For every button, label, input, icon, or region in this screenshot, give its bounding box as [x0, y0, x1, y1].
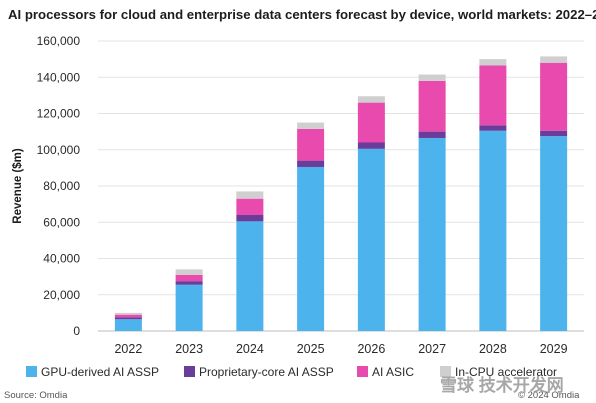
bars — [114, 56, 568, 331]
bar-segment — [357, 148, 385, 331]
x-tick-label: 2025 — [297, 342, 325, 356]
y-tick-label: 160,000 — [37, 34, 81, 48]
y-axis-ticks: 0 20,000 40,000 60,000 80,000 100,000 120,000 1… — [37, 34, 81, 338]
bar-segment — [479, 130, 507, 331]
y-tick-label: 0 — [73, 324, 80, 338]
bar-segment — [418, 74, 446, 81]
copyright-note: © 2024 Omdia — [518, 390, 580, 401]
x-tick-label: 2022 — [114, 342, 142, 356]
bar-segment — [357, 102, 385, 143]
chart-title: AI processors for cloud and enterprise d… — [8, 7, 596, 22]
legend-label: Proprietary-core AI ASSP — [199, 365, 334, 379]
y-tick-label: 20,000 — [43, 288, 80, 302]
bar-segment — [418, 137, 446, 331]
y-tick-label: 140,000 — [37, 70, 81, 84]
bar-segment — [357, 96, 385, 103]
x-tick-label: 2027 — [418, 342, 446, 356]
bar-segment — [540, 56, 568, 63]
bar-segment — [297, 160, 325, 167]
x-tick-label: 2029 — [540, 342, 568, 356]
bar-segment — [540, 62, 568, 131]
x-tick-label: 2028 — [479, 342, 507, 356]
x-tick-label: 2026 — [357, 342, 385, 356]
bar-segment — [540, 130, 568, 137]
y-tick-label: 60,000 — [43, 215, 80, 229]
bar-segment — [175, 274, 203, 282]
x-tick-label: 2023 — [175, 342, 203, 356]
legend-swatch — [357, 366, 368, 377]
legend-label: AI ASIC — [372, 365, 414, 379]
y-tick-label: 120,000 — [37, 107, 81, 121]
y-axis-label: Revenue ($m) — [12, 148, 24, 224]
y-tick-label: 100,000 — [37, 143, 81, 157]
bar-segment — [418, 80, 446, 132]
legend: GPU-derived AI ASSP Proprietary-core AI A… — [26, 365, 557, 379]
bar-segment — [114, 317, 142, 320]
legend-swatch — [26, 366, 37, 377]
bar-segment — [175, 269, 203, 275]
x-axis-ticks: 2022 2023 2024 2025 2026 2027 2028 2029 — [114, 342, 567, 356]
bar-segment — [540, 136, 568, 331]
y-tick-label: 80,000 — [43, 179, 80, 193]
bar-segment — [418, 131, 446, 138]
bar-segment — [175, 284, 203, 331]
legend-label: GPU-derived AI ASSP — [41, 365, 159, 379]
bar-segment — [297, 122, 325, 129]
bar-segment — [479, 59, 507, 66]
bar-segment — [479, 125, 507, 131]
bar-segment — [236, 198, 264, 215]
gridlines — [98, 40, 584, 332]
bar-segment — [114, 312, 142, 315]
legend-swatch — [440, 366, 451, 377]
bar-segment — [236, 191, 264, 199]
x-tick-label: 2024 — [236, 342, 264, 356]
source-note: Source: Omdia — [4, 390, 68, 401]
bar-segment — [297, 128, 325, 161]
legend-label: In-CPU accelerator — [455, 365, 557, 379]
bar-segment — [479, 65, 507, 126]
bar-segment — [175, 281, 203, 285]
bar-segment — [236, 215, 264, 222]
bar-segment — [297, 166, 325, 331]
bar-segment — [236, 221, 264, 331]
bar-segment — [114, 319, 142, 331]
watermark: 雪球 技术开发网 — [440, 375, 564, 395]
bar-segment — [114, 314, 142, 318]
bar-segment — [357, 142, 385, 149]
legend-swatch — [184, 366, 195, 377]
y-tick-label: 40,000 — [43, 252, 80, 266]
